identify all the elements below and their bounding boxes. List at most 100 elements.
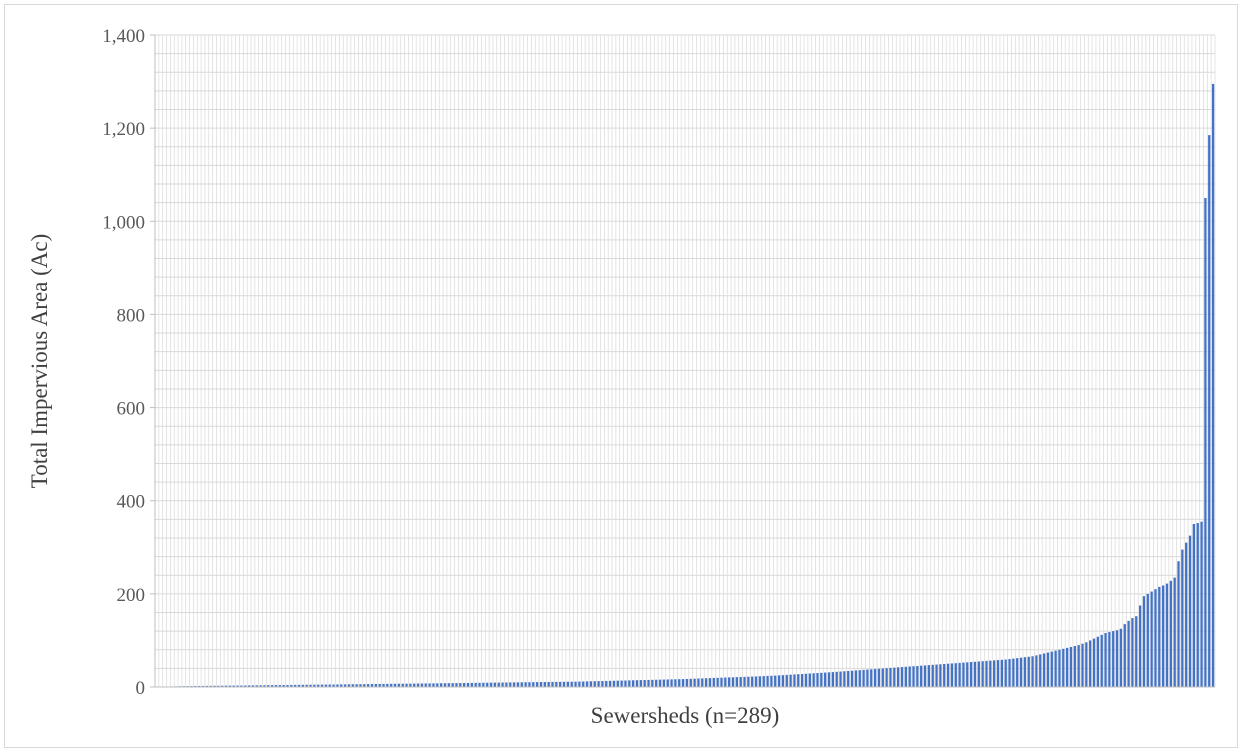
bar	[562, 681, 566, 687]
bar	[486, 682, 489, 687]
bar	[766, 675, 769, 687]
bar	[359, 684, 362, 687]
bar	[920, 665, 923, 687]
bar	[704, 678, 708, 687]
bar	[685, 678, 689, 687]
y-tick-label: 1,000	[102, 212, 145, 233]
bar	[236, 685, 239, 687]
x-axis-title: Sewersheds (n=289)	[591, 703, 780, 728]
bar	[244, 685, 247, 687]
bar	[739, 676, 742, 687]
y-axis-title: Total Impervious Area (Ac)	[27, 234, 52, 489]
bar	[1108, 632, 1111, 687]
bar	[820, 672, 823, 687]
bar	[351, 684, 354, 687]
bar	[428, 683, 431, 687]
bar	[332, 684, 335, 687]
bar	[873, 669, 877, 687]
bar	[420, 683, 424, 687]
bar	[608, 680, 612, 687]
bar	[658, 679, 662, 687]
bar	[463, 682, 466, 687]
bar	[624, 680, 627, 687]
bar	[198, 685, 201, 687]
bar	[232, 685, 235, 687]
bar	[708, 678, 712, 687]
bar	[1012, 658, 1015, 687]
bar	[1123, 624, 1126, 687]
bar	[1092, 638, 1096, 687]
bar	[397, 683, 401, 687]
bar	[854, 670, 858, 687]
bar	[900, 667, 904, 687]
bar	[436, 683, 439, 687]
bar	[1200, 521, 1203, 687]
bar	[320, 684, 324, 687]
bar	[735, 677, 738, 687]
bar	[973, 661, 977, 687]
bar	[693, 678, 696, 687]
bar	[777, 675, 781, 687]
bar	[328, 684, 331, 687]
bar	[386, 683, 389, 687]
bar	[1142, 596, 1146, 687]
bar	[785, 674, 788, 687]
bar	[1023, 657, 1027, 687]
bar	[612, 680, 616, 687]
bar	[374, 684, 377, 687]
bar	[559, 681, 562, 687]
bar	[274, 685, 278, 687]
bar	[808, 673, 811, 687]
bar	[889, 667, 892, 687]
bar	[1081, 643, 1084, 687]
bar	[724, 677, 727, 687]
bar	[1027, 656, 1030, 687]
bar	[309, 684, 312, 687]
bar	[1135, 616, 1138, 687]
bar	[1016, 658, 1019, 687]
bar	[497, 682, 500, 687]
bar	[877, 668, 881, 687]
bar	[543, 682, 546, 687]
bar	[678, 679, 681, 687]
bar	[758, 676, 762, 687]
bar	[897, 667, 900, 687]
bar	[781, 675, 785, 687]
bar	[1131, 618, 1134, 687]
bar	[1050, 651, 1053, 687]
bar	[363, 684, 366, 687]
bar	[681, 679, 685, 687]
bar	[689, 678, 692, 687]
y-tick-label: 600	[117, 399, 146, 420]
bar	[221, 685, 224, 687]
bar	[1185, 542, 1188, 687]
bar	[578, 681, 581, 687]
bar	[1085, 642, 1088, 687]
bar	[247, 685, 251, 687]
bar	[1065, 647, 1069, 687]
bar	[224, 685, 228, 687]
bar	[923, 665, 927, 687]
bar	[512, 682, 516, 687]
bar	[1046, 652, 1050, 687]
bar	[943, 663, 946, 687]
bar	[881, 668, 884, 687]
bar	[1188, 535, 1192, 687]
bar	[850, 670, 854, 687]
bar-chart: 0 200 400 600 800 1,000 1,200 1,400 Total Imper…	[27, 26, 1216, 728]
bar	[774, 675, 777, 687]
bar	[547, 681, 550, 687]
bar	[393, 683, 397, 687]
bar	[628, 680, 631, 687]
bar	[858, 670, 861, 687]
bar	[413, 683, 416, 687]
bar	[620, 680, 623, 687]
bar	[1096, 636, 1100, 687]
bar	[313, 684, 316, 687]
bar	[528, 682, 531, 687]
bar	[347, 684, 351, 687]
bar	[1069, 646, 1073, 687]
bar	[1192, 524, 1196, 687]
bar	[935, 664, 938, 687]
bar	[812, 673, 815, 687]
